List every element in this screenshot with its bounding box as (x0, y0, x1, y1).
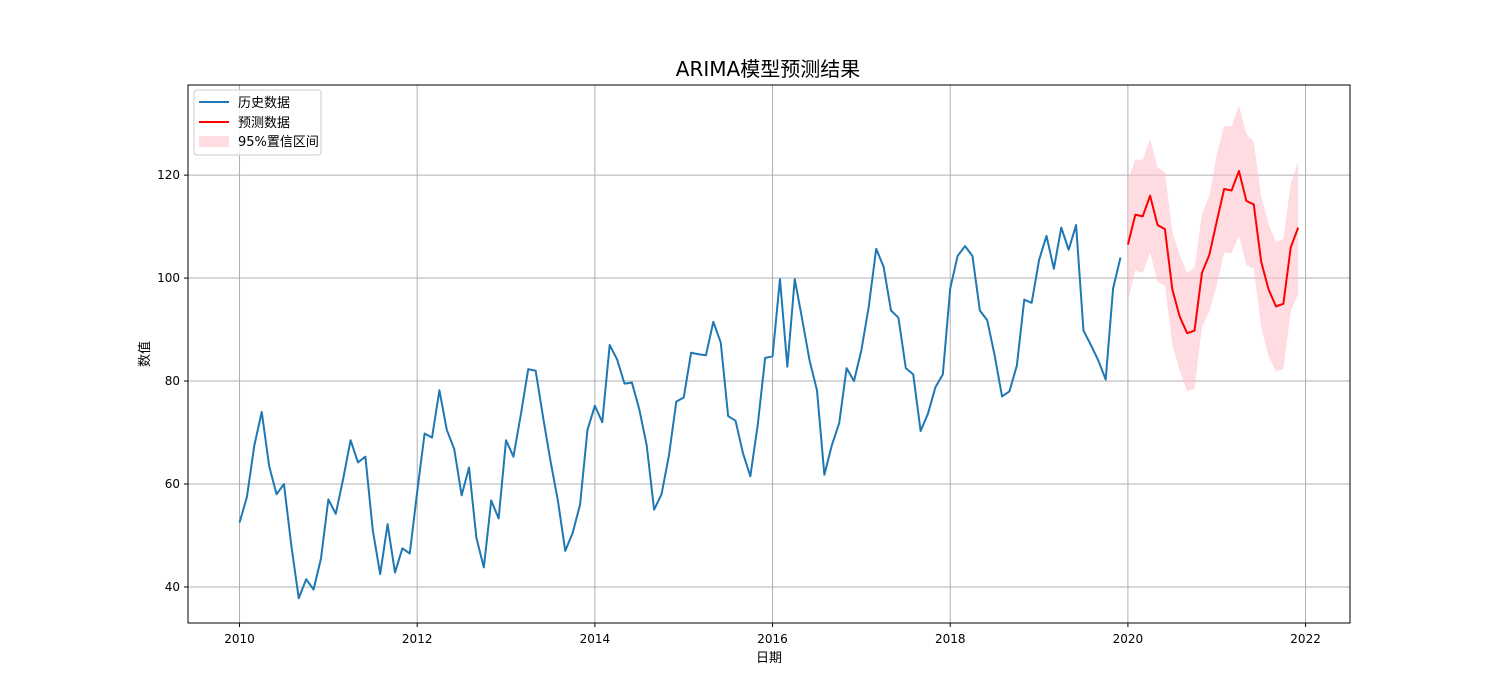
grid-lines (188, 85, 1350, 623)
confidence-band (1127, 105, 1299, 392)
x-tick-label: 2012 (402, 632, 433, 646)
x-tick-label: 2022 (1290, 632, 1321, 646)
history-series-line (238, 224, 1122, 600)
x-tick-label: 2014 (580, 632, 611, 646)
y-tick-label: 40 (165, 580, 180, 594)
y-axis-ticks: 40 60 80 100 120 (157, 168, 188, 594)
legend-label-ci: 95%置信区间 (238, 135, 319, 150)
x-tick-label: 2016 (757, 632, 788, 646)
forecast-series-line (1126, 169, 1300, 335)
y-tick-label: 80 (165, 374, 180, 388)
legend-label-history: 历史数据 (238, 96, 290, 111)
x-axis-label: 日期 (756, 651, 782, 666)
legend-swatch-ci (199, 136, 229, 147)
legend: 历史数据 预测数据 95%置信区间 (193, 89, 322, 156)
y-axis-label: 数值 (137, 341, 153, 367)
plot-area-frame (187, 84, 1351, 624)
y-tick-label: 60 (165, 477, 180, 491)
x-tick-label: 2020 (1113, 632, 1144, 646)
x-axis-ticks: 2010 2012 2014 2016 2018 2020 2022 (224, 623, 1321, 646)
chart-title: ARIMA模型预测结果 (676, 57, 860, 81)
series-layer (238, 169, 1300, 600)
y-tick-label: 120 (157, 168, 180, 182)
x-tick-label: 2018 (935, 632, 966, 646)
confidence-band-layer (1127, 105, 1299, 392)
legend-label-forecast: 预测数据 (238, 116, 290, 131)
y-tick-label: 100 (157, 271, 180, 285)
x-tick-label: 2010 (224, 632, 255, 646)
